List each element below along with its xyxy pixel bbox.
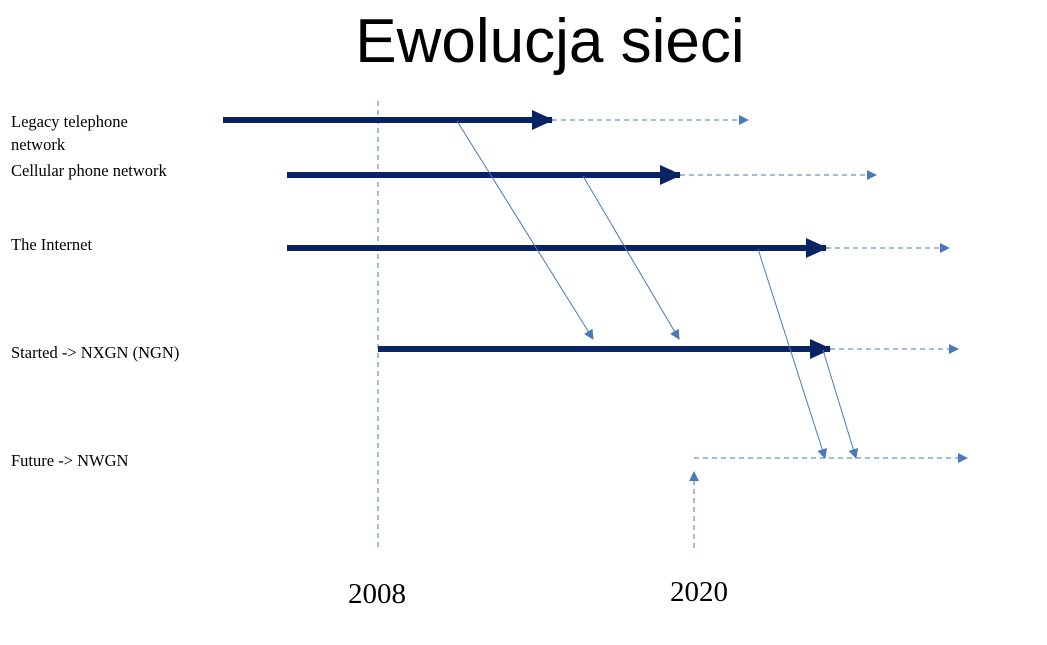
year-label-2020: 2020 <box>670 576 728 608</box>
transition-arrow-nxgn-to-nwgn <box>822 349 859 459</box>
row-label-legacy-telephone: Legacy telephone network <box>11 110 128 156</box>
row-label-line: network <box>11 135 66 154</box>
row-label-nxgn: Started -> NXGN (NGN) <box>11 343 180 362</box>
row-label-internet: The Internet <box>11 235 93 254</box>
page-title: Ewolucja sieci <box>355 7 745 76</box>
year-label-2008: 2008 <box>348 578 406 610</box>
transition-arrow-internet-to-nwgn <box>757 248 828 459</box>
row-label-cellular: Cellular phone network <box>11 161 167 180</box>
row-label-nwgn: Future -> NWGN <box>11 451 129 470</box>
transition-arrow-cellular-to-nxgn <box>582 175 680 340</box>
transition-arrow-legacy-to-nxgn <box>456 120 594 340</box>
row-label-line: Legacy telephone <box>11 112 128 131</box>
